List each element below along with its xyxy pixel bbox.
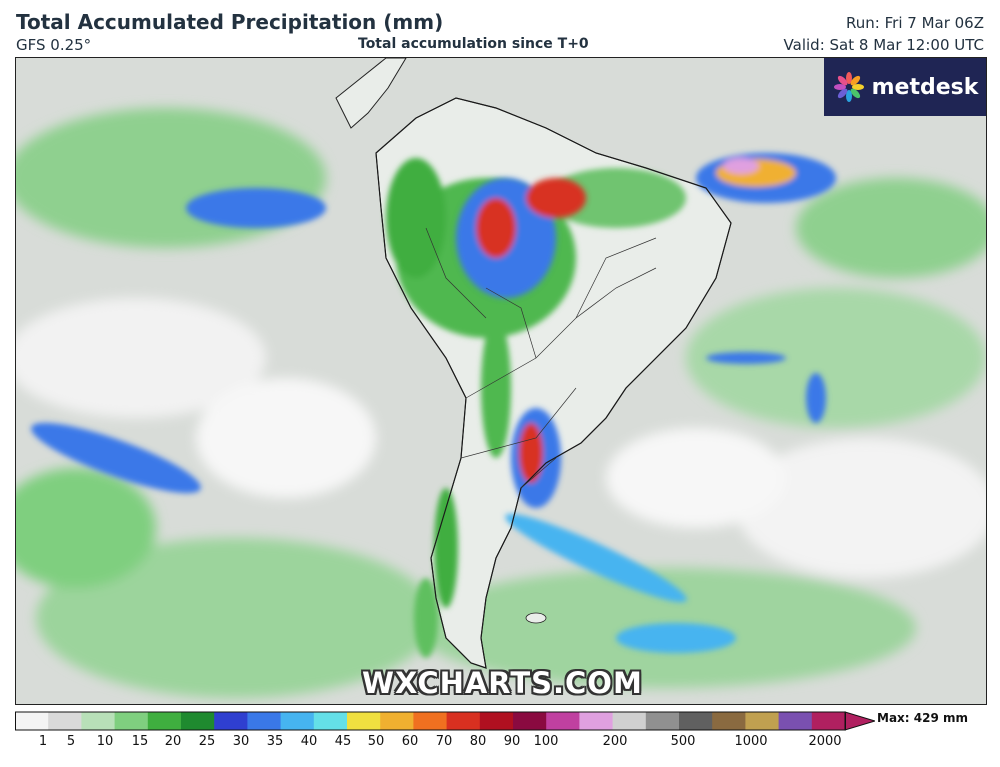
chart-subtitle: Total accumulation since T+0: [358, 36, 589, 52]
scale-segment: [181, 712, 215, 730]
scale-segment: [214, 712, 248, 730]
scale-tick-label: 60: [401, 734, 419, 749]
metdesk-logo: metdesk: [824, 58, 986, 116]
scale-tick-label: 100: [533, 734, 559, 749]
scale-tick-label: 15: [131, 734, 149, 749]
scale-segment: [778, 712, 813, 730]
coastline: [375, 97, 732, 669]
scale-segment: [413, 712, 448, 730]
scale-segment: [679, 712, 713, 730]
scale-tick-label: 40: [300, 734, 318, 749]
scale-tick-label: 10: [96, 734, 114, 749]
scale-tick-label: 50: [367, 734, 385, 749]
scale-segment: [546, 712, 580, 730]
scale-tick-label: 90: [503, 734, 521, 749]
max-label: Max: 429 mm: [877, 711, 968, 725]
scale-tick-label: 200: [602, 734, 628, 749]
scale-tick-label: 1000: [734, 734, 768, 749]
falkland-islands: [525, 612, 547, 624]
scale-segment: [247, 712, 282, 730]
scale-tick-labels: 1 5 10 15 20 25 30 35 40 45 50 60 70 80 90 100 200 500 100…: [15, 734, 845, 754]
scale-segment: [147, 712, 182, 730]
scale-segment: [313, 712, 348, 730]
scale-segment: [712, 712, 746, 730]
scale-segment: [513, 712, 547, 730]
wxcharts-watermark: WXCHARTS.COM: [362, 666, 643, 700]
flower-icon: [833, 72, 864, 102]
scale-tick-label: 70: [435, 734, 453, 749]
scale-segment: [81, 712, 116, 730]
scale-segment: [114, 712, 149, 730]
scale-tick-label: 45: [334, 734, 352, 749]
scale-arrow: [844, 711, 875, 731]
scale-segment: [446, 712, 481, 730]
scale-segment: [645, 712, 680, 730]
chart-title: Total Accumulated Precipitation (mm): [16, 10, 444, 34]
scale-tick-label: 30: [232, 734, 250, 749]
country-borders: [425, 227, 657, 489]
scale-segment: [15, 712, 49, 730]
scale-tick-label: 1: [38, 734, 48, 749]
precipitation-map[interactable]: metdesk: [15, 57, 987, 705]
color-scale-bar: [15, 711, 875, 731]
scale-tick-label: 25: [198, 734, 216, 749]
scale-segments: [15, 712, 846, 730]
scale-tick-label: 35: [266, 734, 284, 749]
map-canvas: [16, 58, 986, 704]
heavy-precip-bands: [31, 153, 836, 653]
scale-segment: [347, 712, 381, 730]
scale-tick-label: 20: [164, 734, 182, 749]
logo-text: metdesk: [871, 74, 979, 100]
valid-time: Valid: Sat 8 Mar 12:00 UTC: [783, 36, 984, 54]
scale-segment: [380, 712, 414, 730]
model-label: GFS 0.25°: [16, 36, 92, 54]
scale-segment: [280, 712, 315, 730]
scale-tick-label: 5: [66, 734, 76, 749]
scale-tick-label: 500: [670, 734, 696, 749]
scale-segment: [579, 712, 614, 730]
scale-segment: [479, 712, 514, 730]
scale-segment: [48, 712, 82, 730]
scale-tick-label: 2000: [808, 734, 842, 749]
scale-tick-label: 80: [469, 734, 487, 749]
scale-segment: [811, 712, 846, 730]
scale-segment: [612, 712, 647, 730]
scale-segment: [745, 712, 780, 730]
run-time: Run: Fri 7 Mar 06Z: [846, 14, 984, 32]
central-america: [335, 58, 407, 129]
